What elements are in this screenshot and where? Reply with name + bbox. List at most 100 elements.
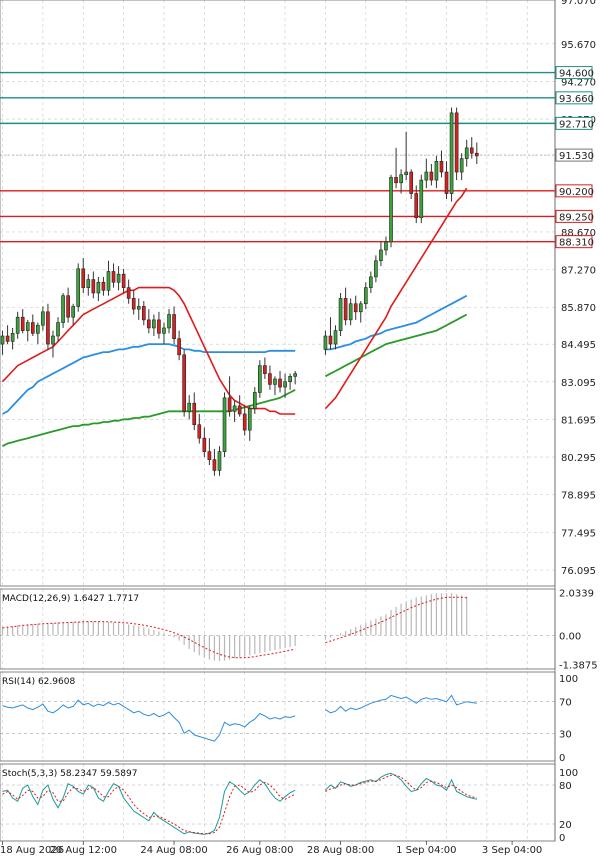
candle-body xyxy=(71,306,75,318)
y-tick-label: 83.095 xyxy=(561,378,596,389)
candle xyxy=(182,349,186,417)
candle-body xyxy=(207,451,212,460)
candle-body xyxy=(434,160,439,181)
stoch-indicator-label: Stoch(5,3,3) 58.2347 59.5897 xyxy=(2,769,137,779)
stoch-signal-line xyxy=(2,774,477,835)
candle-body xyxy=(288,376,292,383)
rsi-y-tick-label: 30 xyxy=(559,729,572,740)
candle-body xyxy=(167,314,171,329)
candle-body xyxy=(459,158,464,173)
candle-body xyxy=(157,319,161,334)
candle-body xyxy=(358,303,363,313)
candle-body xyxy=(202,437,207,452)
y-tick-label: 97.070 xyxy=(561,0,596,7)
candle-body xyxy=(379,249,383,262)
candle xyxy=(414,185,419,224)
candle xyxy=(343,287,348,326)
candle xyxy=(41,306,45,331)
stoch-y-tick-label: 20 xyxy=(559,820,572,831)
candle-body xyxy=(61,295,65,323)
candle xyxy=(116,266,121,291)
candle-body xyxy=(136,306,141,310)
candle xyxy=(192,392,197,431)
macd-signal-line xyxy=(2,596,467,659)
candle xyxy=(5,325,10,345)
candle-body xyxy=(374,260,378,278)
stoch-y-tick-label: 80 xyxy=(559,781,572,792)
candle xyxy=(323,330,328,355)
candle-body xyxy=(399,174,403,184)
candle xyxy=(232,400,237,423)
candle-body xyxy=(131,298,136,310)
candle xyxy=(202,427,207,457)
candle xyxy=(126,279,131,304)
candle xyxy=(217,446,222,476)
candle-body xyxy=(152,319,156,329)
candle-body xyxy=(247,408,252,431)
candle xyxy=(0,330,5,355)
level-tag xyxy=(555,184,593,198)
candle xyxy=(263,357,267,380)
level-tag-label: 90.200 xyxy=(559,187,594,198)
candle xyxy=(207,438,212,466)
candle xyxy=(338,293,343,337)
candle-body xyxy=(81,268,86,288)
candle xyxy=(399,169,403,194)
x-tick-label: 1 Sep 04:00 xyxy=(396,845,456,856)
candle xyxy=(237,395,242,417)
candle-body xyxy=(273,378,277,385)
candle xyxy=(111,263,116,288)
candle xyxy=(384,236,388,256)
candle-body xyxy=(86,279,91,288)
candle-body xyxy=(333,330,338,345)
candle-body xyxy=(258,365,262,393)
candle xyxy=(91,271,96,299)
candle-body xyxy=(172,314,176,339)
level-tag xyxy=(555,91,593,105)
candle xyxy=(76,263,81,312)
candle-body xyxy=(409,171,414,194)
y-tick-label: 85.870 xyxy=(561,303,596,314)
y-tick-label: 84.495 xyxy=(561,340,596,351)
candle xyxy=(409,169,414,199)
candle xyxy=(136,298,141,320)
candle xyxy=(212,448,217,476)
candle xyxy=(71,303,75,326)
level-tag-label: 93.660 xyxy=(559,94,594,105)
candle xyxy=(121,268,126,293)
candle-body xyxy=(222,397,227,452)
candle xyxy=(101,276,106,296)
candle-body xyxy=(192,402,197,426)
candle-body xyxy=(474,152,479,157)
level-tag xyxy=(555,66,593,80)
y-tick-label: 77.495 xyxy=(561,528,596,539)
y-tick-label: 78.895 xyxy=(561,491,596,502)
candle xyxy=(348,298,353,326)
macd-y-tick-label: 2.0339 xyxy=(559,588,594,599)
candle-body xyxy=(293,373,297,377)
candle xyxy=(424,158,429,189)
candle xyxy=(288,373,292,390)
candle-body xyxy=(5,335,10,342)
candle xyxy=(197,413,202,444)
candle-body xyxy=(111,271,116,283)
candle xyxy=(283,373,287,398)
macd-y-tick-label: 0.00 xyxy=(559,631,581,642)
y-tick-label: 94.270 xyxy=(561,77,596,88)
candle xyxy=(454,107,459,181)
candle-body xyxy=(147,319,151,329)
candle xyxy=(464,139,469,167)
level-tag-label: 92.710 xyxy=(559,119,594,130)
candle xyxy=(222,392,227,457)
candle xyxy=(449,107,454,202)
candle-body xyxy=(237,405,242,415)
candle xyxy=(404,131,408,181)
candle-body xyxy=(252,392,257,409)
candle-body xyxy=(424,171,429,181)
candle xyxy=(278,370,282,393)
candle-body xyxy=(353,303,358,313)
candle xyxy=(66,287,70,323)
candle xyxy=(96,276,101,302)
